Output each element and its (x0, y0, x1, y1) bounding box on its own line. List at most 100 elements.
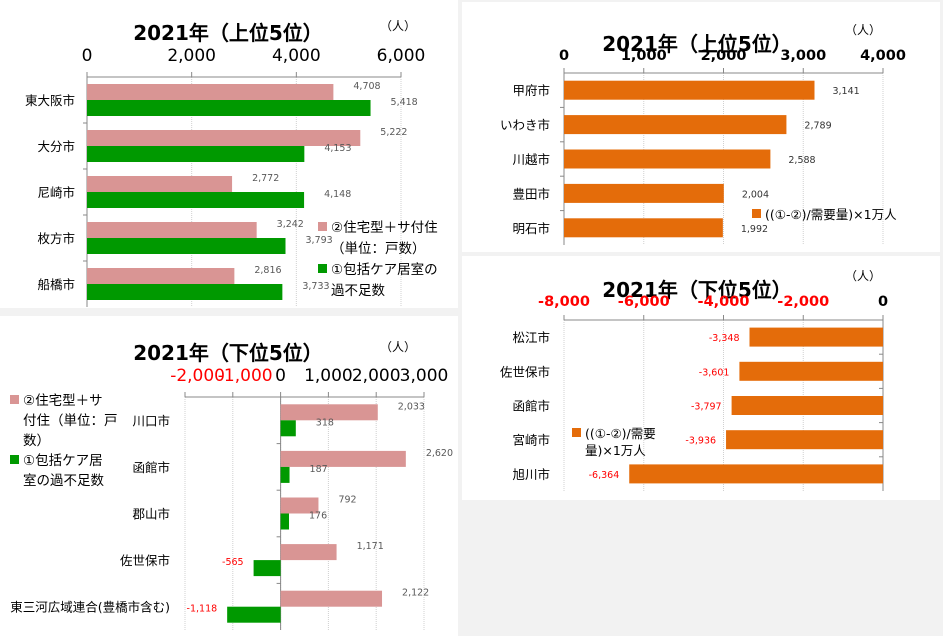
bar (87, 146, 305, 162)
category-label: 船橋市 (37, 277, 75, 292)
data-label: -6,364 (589, 470, 620, 481)
data-label: 318 (316, 417, 334, 428)
tick-label: 3,000 (400, 366, 449, 386)
data-label: 3,733 (302, 281, 329, 292)
legend-label: ((①-②)/需要量)×1万人 (765, 207, 897, 222)
chart-1: 2021年（上位5位） （人） 0 2,000 4,000 6,000 東大阪市 4,708 5… (25, 19, 438, 307)
data-label: 2,620 (426, 448, 453, 459)
chart-2: 2021年（下位5位） （人） -2,000-1,000 0 1,000 2,000 3,0… (10, 340, 453, 630)
bar (564, 218, 723, 238)
data-label: 5,418 (391, 97, 418, 108)
legend-label: ((①-②)/需要 (585, 426, 656, 441)
tick-label: -2,000 (170, 366, 225, 386)
data-label: 1,171 (357, 541, 384, 552)
bar (87, 130, 361, 146)
legend-label: 過不足数 (331, 283, 385, 299)
legend-swatch (318, 222, 327, 231)
data-label: -1,118 (187, 604, 218, 615)
chart-title: 2021年（下位5位） (602, 278, 792, 302)
data-label: -3,348 (709, 333, 740, 344)
bar (564, 80, 815, 100)
bar (564, 115, 787, 135)
unit-label: （人） (380, 340, 416, 354)
data-label: 1,992 (741, 224, 768, 235)
legend-label: ②住宅型＋サ (23, 393, 103, 409)
category-label: 郡山市 (132, 507, 170, 522)
category-label: 大分市 (37, 139, 75, 154)
bar (739, 361, 883, 381)
tick-label: 0 (878, 294, 888, 310)
bar (87, 222, 257, 238)
tick-label: 0 (275, 366, 286, 386)
bar (280, 404, 378, 421)
tick-label: 3,000 (780, 48, 826, 64)
bar (280, 497, 319, 514)
data-label: 4,148 (324, 189, 351, 200)
bar (87, 238, 286, 254)
data-label: 4,153 (324, 143, 351, 154)
data-label: 2,004 (742, 189, 769, 200)
bar (564, 183, 724, 203)
bar (280, 513, 290, 530)
bar (280, 466, 290, 483)
bar (280, 420, 296, 437)
chart-title: 2021年（下位5位） (133, 341, 323, 365)
legend-label: （単位：戸数） (331, 241, 426, 257)
data-label: -565 (222, 557, 244, 568)
legend-label: 付住（単位：戸 (23, 413, 118, 429)
data-label: 3,242 (277, 219, 304, 230)
legend-label: 量)×1万人 (585, 443, 646, 458)
tick-label: 0 (82, 46, 93, 66)
tick-label: -4,000 (698, 294, 750, 310)
tick-label: -2,000 (777, 294, 829, 310)
data-label: 2,122 (402, 588, 429, 599)
data-label: 3,141 (832, 86, 859, 97)
category-label: 東大阪市 (25, 93, 75, 108)
category-label: 佐世保市 (120, 553, 170, 568)
bar (87, 84, 334, 100)
unit-label: （人） (380, 19, 416, 33)
tick-label: 2,000 (352, 366, 401, 386)
bar (726, 430, 883, 450)
unit-label: （人） (845, 269, 881, 283)
bar (280, 544, 337, 561)
tick-label: 2,000 (701, 48, 747, 64)
category-label: 函館市 (132, 460, 170, 475)
data-label: -3,601 (699, 367, 730, 378)
bar (629, 464, 883, 484)
tick-label: 1,000 (304, 366, 353, 386)
category-label: 川越市 (512, 152, 550, 167)
bar (87, 192, 305, 208)
category-label: 佐世保市 (500, 364, 550, 379)
tick-label: -6,000 (618, 294, 670, 310)
data-label: 4,708 (353, 81, 380, 92)
chart-4: 2021年（下位5位） （人） -8,000 -6,000 -4,000 -2,000 0 松… (500, 269, 888, 491)
legend-swatch (10, 395, 19, 404)
tick-label: -1,000 (218, 366, 273, 386)
chart-3: 2021年（上位5位） （人） 0 1,000 2,000 3,000 4,000 甲府市 3,… (500, 23, 906, 245)
tick-label: -8,000 (538, 294, 590, 310)
unit-label: （人） (845, 23, 881, 37)
bar (564, 149, 771, 169)
data-label: 2,588 (788, 155, 815, 166)
tick-label: 1,000 (621, 48, 667, 64)
chart-title: 2021年（上位5位） (133, 21, 323, 45)
data-label: 2,772 (252, 173, 279, 184)
data-label: -3,797 (691, 402, 722, 413)
data-label: 5,222 (380, 127, 407, 138)
category-label: 東三河広域連合(豊橋市含む) (10, 600, 170, 615)
category-label: 松江市 (512, 330, 550, 345)
data-label: 176 (309, 511, 327, 522)
tick-label: 6,000 (377, 46, 426, 66)
data-label: 2,033 (398, 401, 425, 412)
legend-swatch (752, 209, 761, 218)
legend-label: 数） (23, 433, 50, 449)
category-label: 宮崎市 (512, 433, 550, 448)
tick-label: 0 (559, 48, 569, 64)
tick-label: 4,000 (860, 48, 906, 64)
category-label: 枚方市 (37, 231, 75, 246)
data-label: -3,936 (685, 436, 716, 447)
bar (87, 284, 283, 300)
category-label: 明石市 (512, 221, 550, 236)
